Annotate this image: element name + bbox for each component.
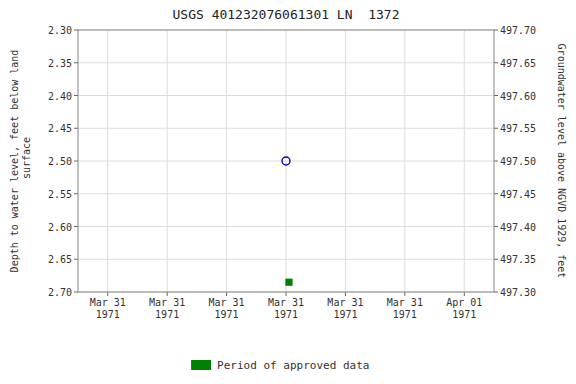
tick-label: Mar 311971 bbox=[327, 297, 363, 320]
text-line: Groundwater level above NGVD 1929, feet bbox=[556, 44, 567, 279]
tick-mark bbox=[74, 259, 78, 260]
grid-line bbox=[107, 30, 108, 292]
tick-label: 497.50 bbox=[500, 156, 536, 167]
tick-mark bbox=[494, 95, 498, 96]
tick-label: 497.70 bbox=[500, 25, 536, 36]
text-line: Mar 31 bbox=[90, 297, 126, 308]
grid-line bbox=[226, 30, 227, 292]
legend-swatch bbox=[191, 360, 211, 370]
tick-label: 497.60 bbox=[500, 91, 536, 102]
chart: 2.30 2.35 2.40 2.45 2.50 2.55 2.60 2.65 2.70 497.… bbox=[0, 0, 576, 384]
tick-label: Mar 311971 bbox=[149, 297, 185, 320]
tick-mark bbox=[404, 292, 405, 296]
grid-line bbox=[286, 30, 287, 292]
text-line: Mar 31 bbox=[209, 297, 245, 308]
tick-label: 2.30 bbox=[48, 25, 72, 36]
tick-mark bbox=[74, 161, 78, 162]
tick-label: 2.40 bbox=[48, 91, 72, 102]
marks bbox=[282, 157, 292, 285]
tick-mark bbox=[494, 193, 498, 194]
grid bbox=[78, 30, 494, 292]
tick-label: 2.35 bbox=[48, 58, 72, 69]
tick-mark bbox=[494, 161, 498, 162]
tick-mark bbox=[74, 128, 78, 129]
tick-label: Mar 311971 bbox=[209, 297, 245, 320]
point bbox=[286, 279, 292, 285]
tick-label: 497.35 bbox=[500, 254, 536, 265]
text-line: Mar 31 bbox=[149, 297, 185, 308]
plot-frame bbox=[78, 30, 494, 292]
tick-mark bbox=[74, 292, 78, 293]
text-line: Depth to water level, feet below land bbox=[9, 50, 20, 273]
tick-label: 2.45 bbox=[48, 123, 72, 134]
tick-label: 497.65 bbox=[500, 58, 536, 69]
axis-label: Depth to water level, feet below land su… bbox=[9, 50, 32, 273]
tick-mark bbox=[167, 292, 168, 296]
tick-label: 497.40 bbox=[500, 222, 536, 233]
tick-label: 2.65 bbox=[48, 254, 72, 265]
tick-label: Mar 311971 bbox=[90, 297, 126, 320]
tick-mark bbox=[494, 226, 498, 227]
tick-mark bbox=[74, 95, 78, 96]
tick-label: 2.50 bbox=[48, 156, 72, 167]
tick-mark bbox=[74, 62, 78, 63]
tick-mark bbox=[345, 292, 346, 296]
text-line: Apr 01 bbox=[446, 297, 482, 308]
legend-label: Period of approved data bbox=[217, 359, 369, 372]
tick-label: 2.70 bbox=[48, 287, 72, 298]
tick-mark bbox=[226, 292, 227, 296]
text-line: Mar 31 bbox=[387, 297, 423, 308]
tick-mark bbox=[494, 30, 498, 31]
tick-label: 2.60 bbox=[48, 222, 72, 233]
text-line: Mar 31 bbox=[268, 297, 304, 308]
tick-label: 497.30 bbox=[500, 287, 536, 298]
tick-label: Mar 311971 bbox=[387, 297, 423, 320]
tick-mark bbox=[494, 259, 498, 260]
point bbox=[282, 157, 290, 165]
tick-label: 497.55 bbox=[500, 123, 536, 134]
text-line: 1971 bbox=[96, 309, 120, 320]
tick-label: 497.45 bbox=[500, 189, 536, 200]
tick-mark bbox=[494, 292, 498, 293]
grid-line bbox=[345, 30, 346, 292]
grid-line bbox=[464, 30, 465, 292]
text-line: 1971 bbox=[215, 309, 239, 320]
grid-line bbox=[167, 30, 168, 292]
text-line: 1971 bbox=[452, 309, 476, 320]
grid-line bbox=[404, 30, 405, 292]
text-line: 1971 bbox=[155, 309, 179, 320]
text-line: 1971 bbox=[393, 309, 417, 320]
text-line: 1971 bbox=[274, 309, 298, 320]
text-line: Mar 31 bbox=[327, 297, 363, 308]
tick-mark bbox=[494, 128, 498, 129]
tick-mark bbox=[74, 226, 78, 227]
legend: Period of approved data bbox=[191, 359, 369, 372]
tick-mark bbox=[494, 62, 498, 63]
tick-mark bbox=[464, 292, 465, 296]
tick-label: Apr 011971 bbox=[446, 297, 482, 320]
axis-label: Groundwater level above NGVD 1929, feet bbox=[556, 44, 567, 279]
tick-label: 2.55 bbox=[48, 189, 72, 200]
tick-mark bbox=[286, 292, 287, 296]
tick-label: Mar 311971 bbox=[268, 297, 304, 320]
tick-mark bbox=[107, 292, 108, 296]
text-line: surface bbox=[21, 137, 32, 185]
tick-mark bbox=[74, 193, 78, 194]
tick-mark bbox=[74, 30, 78, 31]
title: USGS 401232076061301 LN 1372 bbox=[173, 7, 400, 22]
text-line: 1971 bbox=[333, 309, 357, 320]
